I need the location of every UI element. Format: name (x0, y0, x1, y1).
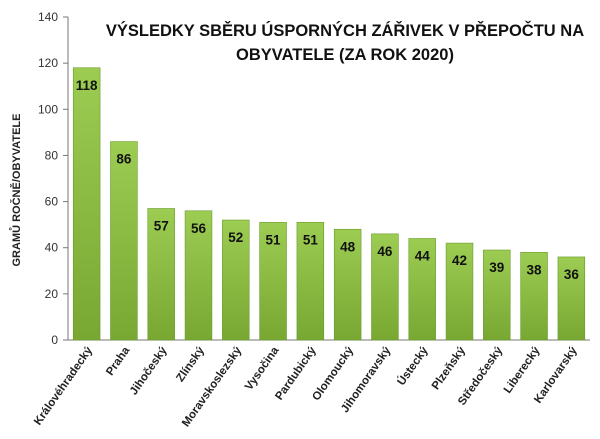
bar (222, 219, 250, 341)
bar (371, 233, 399, 341)
category-label: Jihočeský (128, 344, 170, 397)
category-label: Liberecký (502, 344, 543, 395)
bar (445, 242, 474, 341)
y-tick-label: 120 (38, 56, 58, 70)
y-tick-label: 20 (45, 287, 59, 301)
bar-value-label: 86 (116, 152, 132, 167)
bar-value-label: 56 (191, 221, 207, 236)
y-tick-label: 60 (45, 195, 59, 209)
y-tick-label: 100 (38, 102, 58, 116)
category-label: Plzeňský (430, 344, 468, 392)
y-tick-label: 0 (51, 333, 58, 347)
bar-value-label: 48 (340, 239, 356, 254)
bar-value-label: 51 (266, 232, 282, 247)
bar-value-label: 38 (527, 262, 543, 277)
bar (184, 210, 213, 341)
bar (408, 238, 436, 341)
bar (520, 252, 548, 341)
category-label: Praha (104, 344, 133, 378)
bar-value-label: 44 (415, 248, 431, 263)
bars-group (72, 67, 586, 341)
chart-title-line-2: OBYVATELE (ZA ROK 2020) (236, 46, 454, 64)
bar-value-label: 52 (228, 230, 243, 245)
bar (259, 222, 287, 341)
value-labels-group: 118 86 57 56 52 51 51 48 46 44 42 39 38 36 (76, 78, 580, 282)
bar (333, 228, 362, 341)
y-tick-label: 80 (45, 148, 59, 162)
bar-value-label: 39 (489, 260, 504, 275)
category-label: Vysočina (243, 344, 282, 392)
category-label: Zlínský (174, 344, 207, 384)
bar (557, 256, 586, 341)
bar-value-label: 51 (303, 232, 319, 247)
bar-value-label: 36 (564, 267, 580, 282)
bar-value-label: 118 (76, 78, 98, 93)
bar-value-label: 46 (377, 244, 393, 259)
y-axis-ticks: 0 20 40 60 80 100 120 140 (38, 10, 68, 347)
category-label: Ústecký (395, 344, 431, 388)
bar (483, 249, 511, 341)
bar (110, 141, 138, 341)
category-label: Královéhradecký (32, 344, 95, 427)
y-tick-label: 140 (38, 10, 58, 24)
bar-value-label: 42 (452, 253, 467, 268)
y-tick-label: 40 (45, 241, 59, 255)
bar-value-label: 57 (154, 218, 169, 233)
chart-title-line-1: VÝSLEDKY SBĚRU ÚSPORNÝCH ZÁŘIVEK V PŘEPO… (106, 21, 584, 40)
bar (147, 208, 175, 341)
y-axis-label: GRAMŮ ROČNĚ/OBYVATELE (9, 114, 23, 267)
bar (296, 222, 325, 341)
bar (72, 67, 101, 341)
